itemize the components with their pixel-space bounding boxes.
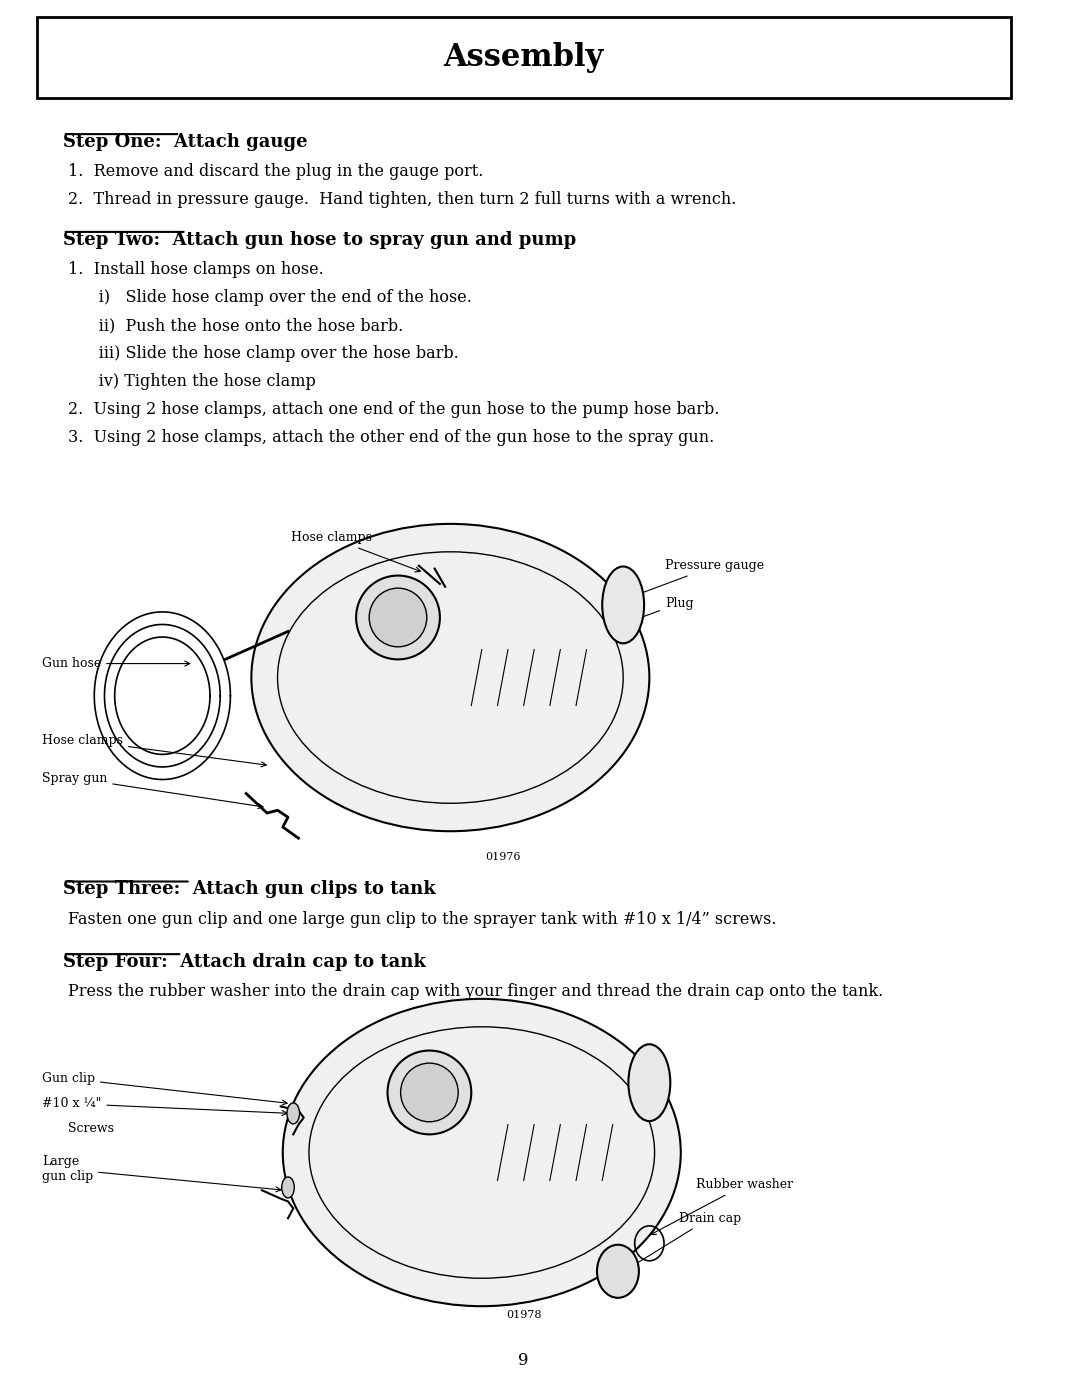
Ellipse shape <box>282 1176 295 1199</box>
Ellipse shape <box>283 999 680 1306</box>
Ellipse shape <box>603 567 644 644</box>
Text: Pressure gauge: Pressure gauge <box>632 559 765 597</box>
Text: Large
gun clip: Large gun clip <box>42 1155 281 1192</box>
Text: ii)  Push the hose onto the hose barb.: ii) Push the hose onto the hose barb. <box>68 317 403 334</box>
Ellipse shape <box>597 1245 639 1298</box>
Text: Step Three:  Attach gun clips to tank: Step Three: Attach gun clips to tank <box>63 880 435 898</box>
Text: 9: 9 <box>518 1352 529 1369</box>
Text: Hose clamps: Hose clamps <box>42 733 267 767</box>
Text: Gun clip: Gun clip <box>42 1071 287 1105</box>
Text: 3.  Using 2 hose clamps, attach the other end of the gun hose to the spray gun.: 3. Using 2 hose clamps, attach the other… <box>68 429 714 446</box>
Text: #10 x ¼": #10 x ¼" <box>42 1097 287 1116</box>
Text: Gun hose: Gun hose <box>42 657 190 671</box>
Text: iii) Slide the hose clamp over the hose barb.: iii) Slide the hose clamp over the hose … <box>68 345 459 362</box>
Ellipse shape <box>401 1063 458 1122</box>
Ellipse shape <box>356 576 440 659</box>
Text: i)   Slide hose clamp over the end of the hose.: i) Slide hose clamp over the end of the … <box>68 289 472 306</box>
Text: Step Two:  Attach gun hose to spray gun and pump: Step Two: Attach gun hose to spray gun a… <box>63 231 576 249</box>
Text: Hose clamps: Hose clamps <box>291 531 420 571</box>
FancyBboxPatch shape <box>37 17 1011 98</box>
Text: Step Four:  Attach drain cap to tank: Step Four: Attach drain cap to tank <box>63 953 426 971</box>
Text: 2.  Thread in pressure gauge.  Hand tighten, then turn 2 full turns with a wrenc: 2. Thread in pressure gauge. Hand tighte… <box>68 191 737 208</box>
Ellipse shape <box>287 1104 299 1123</box>
Text: Fasten one gun clip and one large gun clip to the sprayer tank with #10 x 1/4” s: Fasten one gun clip and one large gun cl… <box>68 911 777 928</box>
Text: Press the rubber washer into the drain cap with your finger and thread the drain: Press the rubber washer into the drain c… <box>68 983 883 1000</box>
Ellipse shape <box>369 588 427 647</box>
Text: iv) Tighten the hose clamp: iv) Tighten the hose clamp <box>68 373 315 390</box>
Text: Spray gun: Spray gun <box>42 771 264 809</box>
Text: Assembly: Assembly <box>444 42 604 73</box>
Text: 01976: 01976 <box>485 852 521 862</box>
Text: 1.  Install hose clamps on hose.: 1. Install hose clamps on hose. <box>68 261 324 278</box>
Text: Step One:  Attach gauge: Step One: Attach gauge <box>63 133 308 151</box>
Text: 01978: 01978 <box>505 1310 541 1320</box>
Ellipse shape <box>629 1044 671 1120</box>
Text: Screws: Screws <box>68 1122 114 1134</box>
Ellipse shape <box>252 524 649 831</box>
Text: 2.  Using 2 hose clamps, attach one end of the gun hose to the pump hose barb.: 2. Using 2 hose clamps, attach one end o… <box>68 401 719 418</box>
Text: Drain cap: Drain cap <box>632 1211 741 1266</box>
Text: Plug: Plug <box>622 597 693 624</box>
Text: Rubber washer: Rubber washer <box>651 1178 794 1235</box>
Text: 1.  Remove and discard the plug in the gauge port.: 1. Remove and discard the plug in the ga… <box>68 163 484 180</box>
Ellipse shape <box>388 1051 471 1134</box>
